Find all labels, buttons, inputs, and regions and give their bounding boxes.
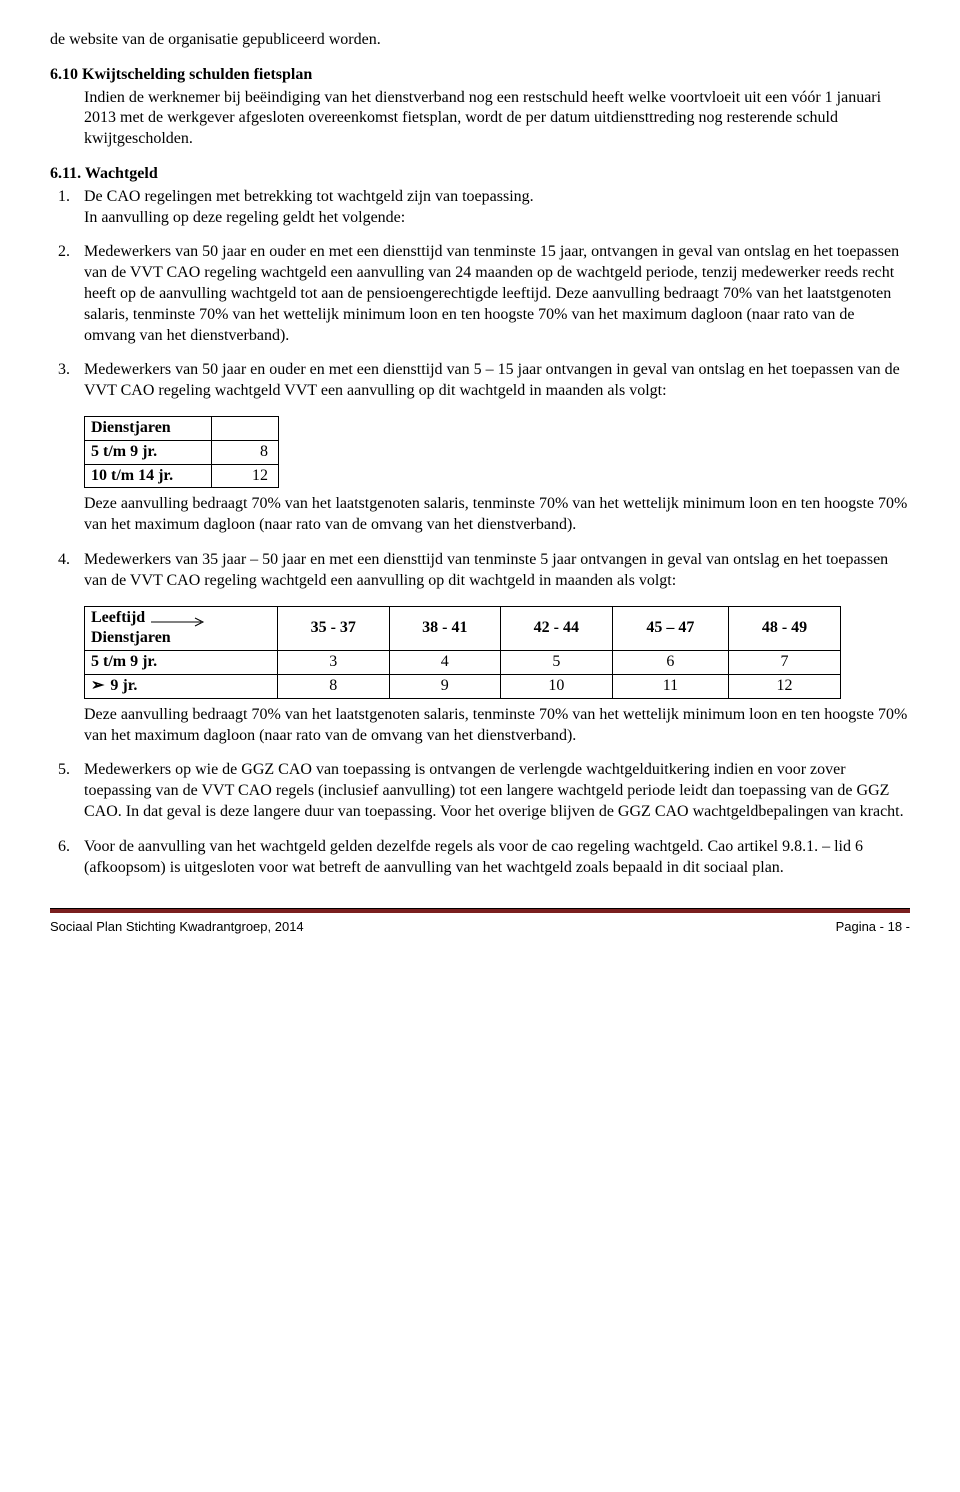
item-2-text: Medewerkers van 50 jaar en ouder en met … — [84, 243, 899, 343]
top-fragment: de website van de organisatie gepublicee… — [50, 30, 910, 51]
footer-row: Sociaal Plan Stichting Kwadrantgroep, 20… — [50, 919, 910, 936]
table-header-cell: 42 - 44 — [501, 606, 613, 651]
item-3-text: Medewerkers van 50 jaar en ouder en met … — [84, 361, 900, 399]
table-cell: 9 — [389, 674, 501, 698]
table-cell: 11 — [612, 674, 729, 698]
heading-6-10: 6.10 Kwijtschelding schulden fietsplan — [50, 65, 910, 86]
list-item-4: 4. Medewerkers van 35 jaar – 50 jaar en … — [50, 550, 910, 592]
table-cell: 12 — [212, 464, 279, 488]
row-label: 9 jr. — [110, 677, 137, 694]
table-cell: 5 t/m 9 jr. — [85, 651, 278, 675]
item-4-note: Deze aanvulling bedraagt 70% van het laa… — [84, 705, 910, 747]
table-row: Leeftijd Dienstjaren 35 - 37 38 - 41 42 … — [85, 606, 841, 651]
item-5-text: Medewerkers op wie de GGZ CAO van toepas… — [84, 761, 904, 820]
table-header-cell: 38 - 41 — [389, 606, 501, 651]
item-4-text: Medewerkers van 35 jaar – 50 jaar en met… — [84, 551, 888, 589]
list-item-1: 1. De CAO regelingen met betrekking tot … — [50, 187, 910, 229]
table-row: 5 t/m 9 jr. 8 — [85, 440, 279, 464]
table-row: 5 t/m 9 jr. 3 4 5 6 7 — [85, 651, 841, 675]
list-number: 5. — [58, 760, 70, 781]
page-footer: Sociaal Plan Stichting Kwadrantgroep, 20… — [50, 908, 910, 936]
table-header-cell: Leeftijd Dienstjaren — [85, 606, 278, 651]
table-cell: 6 — [612, 651, 729, 675]
list-item-3: 3. Medewerkers van 50 jaar en ouder en m… — [50, 360, 910, 402]
table-cell: 5 t/m 9 jr. — [85, 440, 212, 464]
list-number: 6. — [58, 837, 70, 858]
list-6-11-cont2: 5. Medewerkers op wie de GGZ CAO van toe… — [50, 760, 910, 878]
list-item-2: 2. Medewerkers van 50 jaar en ouder en m… — [50, 242, 910, 346]
table-row: ➢ 9 jr. 8 9 10 11 12 — [85, 674, 841, 698]
dienstjaren-label: Dienstjaren — [91, 629, 171, 646]
heading-6-11: 6.11. Wachtgeld — [50, 164, 910, 185]
table-header-cell: 35 - 37 — [278, 606, 390, 651]
table-cell: 8 — [278, 674, 390, 698]
table-cell: 7 — [729, 651, 841, 675]
table-cell — [212, 416, 279, 440]
table-cell: 4 — [389, 651, 501, 675]
item-6-text: Voor de aanvulling van het wachtgeld gel… — [84, 838, 863, 876]
list-number: 1. — [58, 187, 70, 208]
item-3-note: Deze aanvulling bedraagt 70% van het laa… — [84, 494, 910, 536]
page-content: de website van de organisatie gepublicee… — [50, 30, 910, 936]
table-row: 10 t/m 14 jr. 12 — [85, 464, 279, 488]
footer-right: Pagina - 18 - — [836, 919, 910, 936]
table-header-cell: Dienstjaren — [85, 416, 212, 440]
table-cell: 3 — [278, 651, 390, 675]
item-1-line2: In aanvulling op deze regeling geldt het… — [84, 209, 405, 226]
table-header-cell: 45 – 47 — [612, 606, 729, 651]
list-item-6: 6. Voor de aanvulling van het wachtgeld … — [50, 837, 910, 879]
list-item-5: 5. Medewerkers op wie de GGZ CAO van toe… — [50, 760, 910, 822]
table-cell: 10 — [501, 674, 613, 698]
dienstjaren-table-small: Dienstjaren 5 t/m 9 jr. 8 10 t/m 14 jr. … — [84, 416, 279, 488]
leeftijd-dienstjaren-table: Leeftijd Dienstjaren 35 - 37 38 - 41 42 … — [84, 606, 841, 699]
list-number: 4. — [58, 550, 70, 571]
list-number: 2. — [58, 242, 70, 263]
chevron-right-icon: ➢ — [91, 677, 104, 694]
table-cell: 8 — [212, 440, 279, 464]
footer-left: Sociaal Plan Stichting Kwadrantgroep, 20… — [50, 919, 304, 936]
table-header-cell: 48 - 49 — [729, 606, 841, 651]
table-cell: 5 — [501, 651, 613, 675]
item-1-line1: De CAO regelingen met betrekking tot wac… — [84, 188, 534, 205]
table-cell: 12 — [729, 674, 841, 698]
arrow-right-icon — [149, 613, 209, 623]
list-6-11: 1. De CAO regelingen met betrekking tot … — [50, 187, 910, 402]
leeftijd-label: Leeftijd — [91, 609, 145, 626]
list-number: 3. — [58, 360, 70, 381]
table-row: Dienstjaren — [85, 416, 279, 440]
body-6-10: Indien de werknemer bij beëindiging van … — [84, 88, 910, 150]
footer-divider — [50, 908, 910, 913]
table-cell: ➢ 9 jr. — [85, 674, 278, 698]
list-6-11-cont: 4. Medewerkers van 35 jaar – 50 jaar en … — [50, 550, 910, 592]
table-cell: 10 t/m 14 jr. — [85, 464, 212, 488]
